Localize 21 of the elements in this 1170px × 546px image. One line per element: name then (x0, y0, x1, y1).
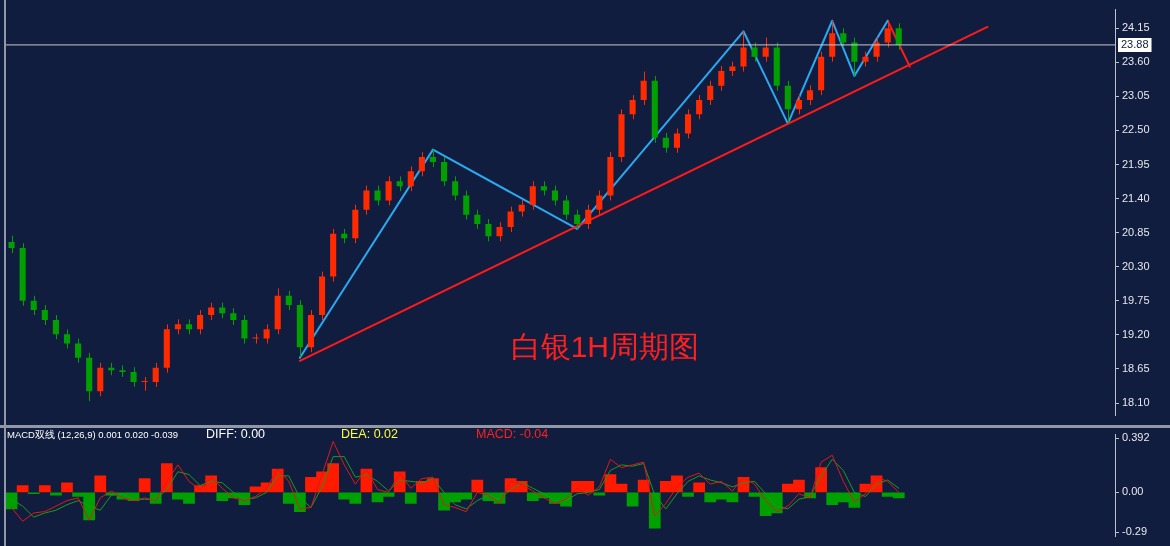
y-tick-label: 18.10 (1122, 396, 1150, 409)
y-tick-label: 21.40 (1122, 191, 1150, 204)
y-tick-label: 22.50 (1122, 123, 1150, 136)
y-tick-label: 23.60 (1122, 55, 1150, 68)
y-tick-label: 19.75 (1122, 293, 1150, 306)
y-tick-label: 0.392 (1122, 431, 1150, 444)
y-tick-label: 24.15 (1122, 21, 1150, 34)
y-tick-label: 20.85 (1122, 225, 1150, 238)
annotation: DEA: 0.02 (341, 427, 399, 442)
annotation: DIFF: 0.00 (206, 427, 266, 442)
annotation: 白银1H周期图 (510, 329, 700, 363)
y-tick-label: 21.95 (1122, 157, 1150, 170)
ref-line-label: 23.88 (1121, 37, 1149, 50)
y-tick-label: 18.65 (1122, 361, 1150, 374)
y-tick-label: 19.20 (1122, 327, 1150, 340)
y-tick-label: 23.05 (1122, 89, 1150, 102)
chart-title: MACD双线 (12,26,9) 0.001 0.020 -0.039 (7, 428, 179, 440)
y-tick-label: -0.29 (1122, 525, 1148, 538)
y-tick-label: 20.30 (1122, 259, 1150, 272)
y-tick-label: 0.00 (1122, 485, 1144, 498)
annotation: MACD: -0.04 (476, 427, 549, 442)
